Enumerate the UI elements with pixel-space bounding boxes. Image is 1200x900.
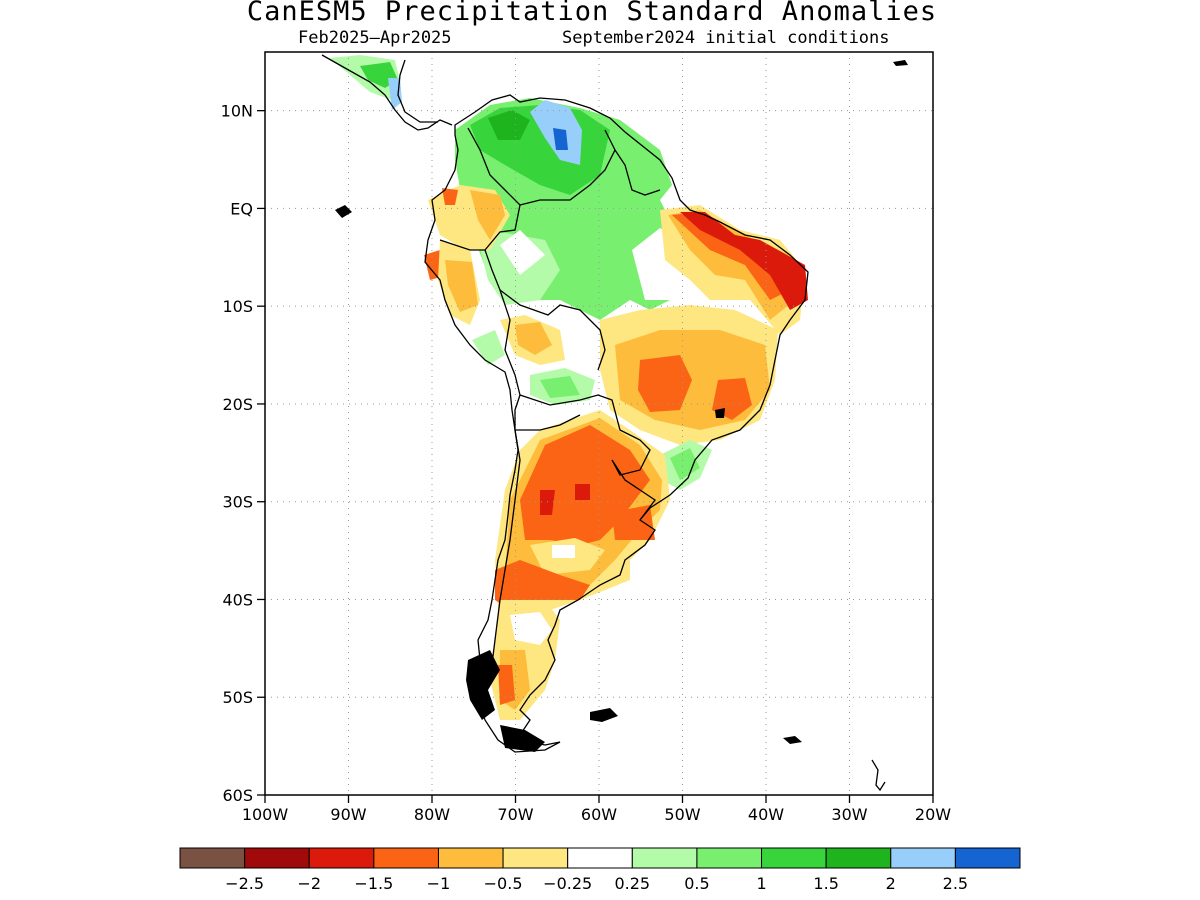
south-sandwich-islands (871, 759, 886, 792)
colorbar-swatch (761, 847, 827, 869)
border-argentina-brazil (611, 459, 656, 521)
shade-peru-dry-mid (445, 260, 478, 312)
shade-central-brazil-strong (638, 355, 692, 412)
colorbar-label: 0.25 (614, 874, 650, 893)
colorbar-label: 1 (756, 874, 766, 893)
colorbar-swatch (373, 847, 439, 869)
init-subtitle: September2024 initial conditions (562, 28, 890, 48)
shade-central-america-blue (388, 78, 402, 110)
lon-tick-label: 20W (915, 805, 951, 824)
shade-colombia-dry (470, 190, 505, 240)
border-peru-bolivia (499, 289, 521, 396)
border-chile-argentina (489, 429, 521, 681)
lon-tick-label: 60W (581, 805, 617, 824)
dry-spot-1 (715, 408, 725, 418)
shade-chaco-green (540, 376, 580, 398)
central-america-caribbean-coast (397, 59, 438, 123)
lon-tick-label: 90W (330, 805, 366, 824)
colorbar-label: 1.5 (813, 874, 838, 893)
colorbar-label: 0.5 (684, 874, 709, 893)
shade-se-brazil-green (670, 448, 700, 480)
shade-patagonia-strong (498, 665, 515, 705)
shade-patagonia-white (510, 612, 552, 645)
shade-argentina-red-2 (575, 484, 590, 500)
anomaly-shading (330, 55, 808, 720)
cape-verde (893, 60, 908, 66)
south-america-coast (424, 94, 809, 753)
shade-argentina-red-1 (540, 490, 555, 515)
tierra-del-fuego (500, 725, 545, 752)
coastlines (321, 54, 908, 792)
lat-tick-label: 30S (222, 493, 253, 512)
colorbar-swatch (244, 847, 310, 869)
shade-ecuador-dry-strong (442, 188, 458, 205)
colorbar-label: −1.5 (354, 874, 393, 893)
lat-tick-label: 60S (222, 786, 253, 805)
colorbar-swatch (502, 847, 569, 869)
longitude-axis: 100W 90W 80W 70W 60W 50W 40W 30W 20W (242, 795, 951, 824)
map-title: CanESM5 Precipitation Standard Anomalies (246, 0, 938, 27)
colorbar-label: −0.25 (543, 874, 592, 893)
central-america-pacific-coast (321, 54, 453, 131)
colorbar-swatch (825, 847, 892, 869)
shade-north-wet-stronger (488, 110, 530, 140)
border-bolivia-paraguay (519, 394, 651, 476)
falkland-islands (590, 708, 618, 722)
colorbar-label: −2.5 (225, 874, 264, 893)
colorbar-swatch (437, 847, 504, 869)
colorbar-swatch (696, 847, 763, 869)
colorbar-label: 2 (886, 874, 896, 893)
shade-ne-brazil-red (680, 212, 808, 310)
border-guianas (614, 149, 661, 196)
lat-tick-label: 10S (222, 297, 253, 316)
colorbar: −2.5 −2 −1.5 −1 −0.5 −0.25 0.25 0.5 1 1.5 2 2.5 (179, 847, 1021, 893)
colorbar-swatch (631, 847, 698, 869)
colorbar-label: −2 (297, 874, 321, 893)
latitude-axis: 10N EQ 10S 20S 30S 40S 50S 60S (221, 102, 265, 805)
shade-bolivia-dry (515, 322, 552, 355)
colorbar-swatch (954, 847, 1021, 869)
lon-tick-label: 70W (497, 805, 533, 824)
lat-tick-label: 50S (222, 688, 253, 707)
colorbar-label: −1 (427, 874, 451, 893)
period-subtitle: Feb2025–Apr2025 (298, 28, 452, 48)
shade-peru-south-light (472, 330, 505, 365)
shade-patagonia-north-strong (495, 560, 590, 610)
colorbar-swatch (308, 847, 375, 869)
lon-tick-label: 100W (242, 805, 289, 824)
lon-tick-label: 80W (414, 805, 450, 824)
shade-venezuela-deep (553, 128, 568, 150)
shade-ne-brazil-strong (672, 212, 790, 300)
border-peru-brazil (484, 249, 606, 371)
lon-tick-label: 40W (748, 805, 784, 824)
colorbar-swatch (890, 847, 956, 869)
lat-tick-label: 20S (222, 395, 253, 414)
lat-tick-label: 10N (221, 102, 253, 121)
colorbar-swatch (179, 847, 246, 869)
shade-pampas-white (552, 545, 575, 558)
lon-tick-label: 50W (664, 805, 700, 824)
colorbar-label: −0.5 (484, 874, 523, 893)
border-colombia (439, 127, 521, 251)
lat-tick-label: EQ (230, 199, 253, 218)
lon-tick-label: 30W (831, 805, 867, 824)
south-georgia (783, 736, 802, 744)
border-bolivia-argentina (514, 394, 581, 431)
shade-west-amazon-white (500, 230, 545, 275)
colorbar-label: 2.5 (943, 874, 968, 893)
lat-tick-label: 40S (222, 590, 253, 609)
colorbar-swatch (567, 847, 633, 869)
galapagos (335, 205, 352, 218)
